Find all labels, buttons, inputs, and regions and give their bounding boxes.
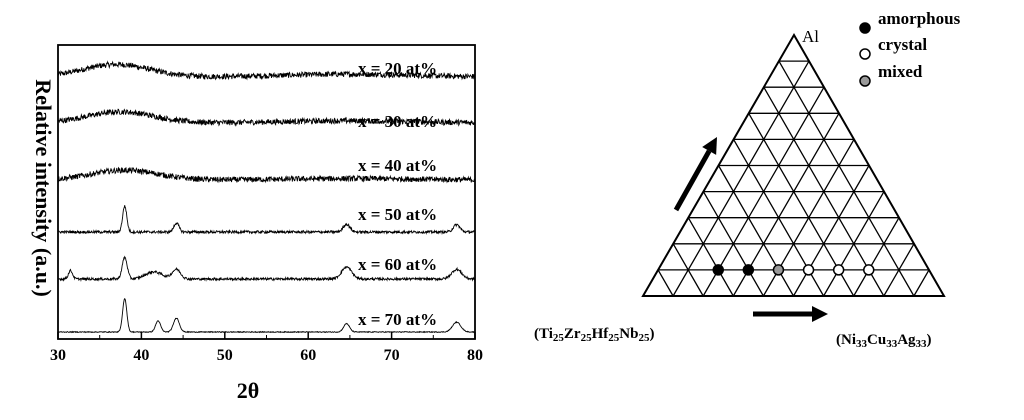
x-tick-label: 40 xyxy=(133,347,149,364)
xrd-trace-1 xyxy=(57,60,476,81)
xrd-trace-2 xyxy=(57,108,476,127)
xrd-plot-frame xyxy=(57,44,476,340)
ternary-diagram: Al (Ti25Zr25Hf25Nb25) (Ni33Cu33Ag33) amo… xyxy=(534,9,961,350)
ternary-arrows xyxy=(673,137,828,322)
legend-label-crystal: crystal xyxy=(878,35,927,54)
legend-marker-amorphous xyxy=(859,22,871,34)
trace-label-2: x = 30 at% xyxy=(358,112,437,131)
al-increase-arrow-shaft xyxy=(673,149,712,212)
left-component-label: (Ti25Zr25Hf25Nb25) xyxy=(534,326,654,344)
grid-line xyxy=(672,60,810,297)
x-tick-label: 30 xyxy=(50,347,66,364)
phase-point-4 xyxy=(802,264,815,276)
composition-arrow-head xyxy=(812,306,828,322)
xrd-trace-3 xyxy=(57,166,476,184)
x-tick-label: 50 xyxy=(217,347,233,364)
phase-point-3 xyxy=(772,264,785,276)
xrd-panel: 30 40 50 60 70 80 x = 20 at% x = 30 at% x = 40 … xyxy=(31,44,483,403)
legend-marker-mixed xyxy=(859,75,871,87)
x-tick-label: 70 xyxy=(384,347,400,364)
xrd-trace-labels: x = 20 at% x = 30 at% x = 40 at% x = 50 at%… xyxy=(358,59,437,329)
grid-line xyxy=(672,243,704,297)
grid-line xyxy=(853,217,900,297)
grid-line xyxy=(702,191,764,297)
ternary-points xyxy=(712,264,875,276)
xrd-trace-6 xyxy=(57,298,476,334)
phase-point-6 xyxy=(863,264,875,276)
x-tick-label: 60 xyxy=(300,347,316,364)
al-increase-arrow-head xyxy=(702,137,717,155)
grid-line xyxy=(778,60,915,297)
phase-legend: amorphous crystal mixed xyxy=(859,9,961,87)
xrd-trace-5 xyxy=(57,255,476,282)
grid-line xyxy=(687,217,734,297)
legend-label-mixed: mixed xyxy=(878,62,923,81)
grid-line xyxy=(883,243,915,297)
trace-label-6: x = 70 at% xyxy=(358,310,437,329)
right-component-label: (Ni33Cu33Ag33) xyxy=(836,332,932,350)
y-axis-title: Relative intensity (a.u.) xyxy=(31,79,56,297)
phase-point-5 xyxy=(832,264,845,276)
xrd-trace-4 xyxy=(57,205,476,236)
grid-line xyxy=(913,269,930,297)
trace-label-5: x = 60 at% xyxy=(358,255,437,274)
apex-label-al: Al xyxy=(802,27,819,46)
grid-line xyxy=(792,165,870,297)
legend-marker-crystal xyxy=(859,48,871,60)
x-axis-title: 2θ xyxy=(237,378,259,403)
trace-label-4: x = 50 at% xyxy=(358,205,437,224)
legend-label-amorphous: amorphous xyxy=(878,9,961,28)
phase-point-1 xyxy=(712,264,724,276)
grid-line xyxy=(717,165,795,297)
trace-label-1: x = 20 at% xyxy=(358,59,437,78)
grid-line xyxy=(823,191,885,297)
phase-point-2 xyxy=(742,264,755,276)
grid-line xyxy=(657,269,674,297)
xrd-traces xyxy=(57,60,476,334)
xrd-ticks: 30 40 50 60 70 80 xyxy=(50,332,483,364)
x-tick-label: 80 xyxy=(467,347,483,364)
trace-label-3: x = 40 at% xyxy=(358,156,437,175)
